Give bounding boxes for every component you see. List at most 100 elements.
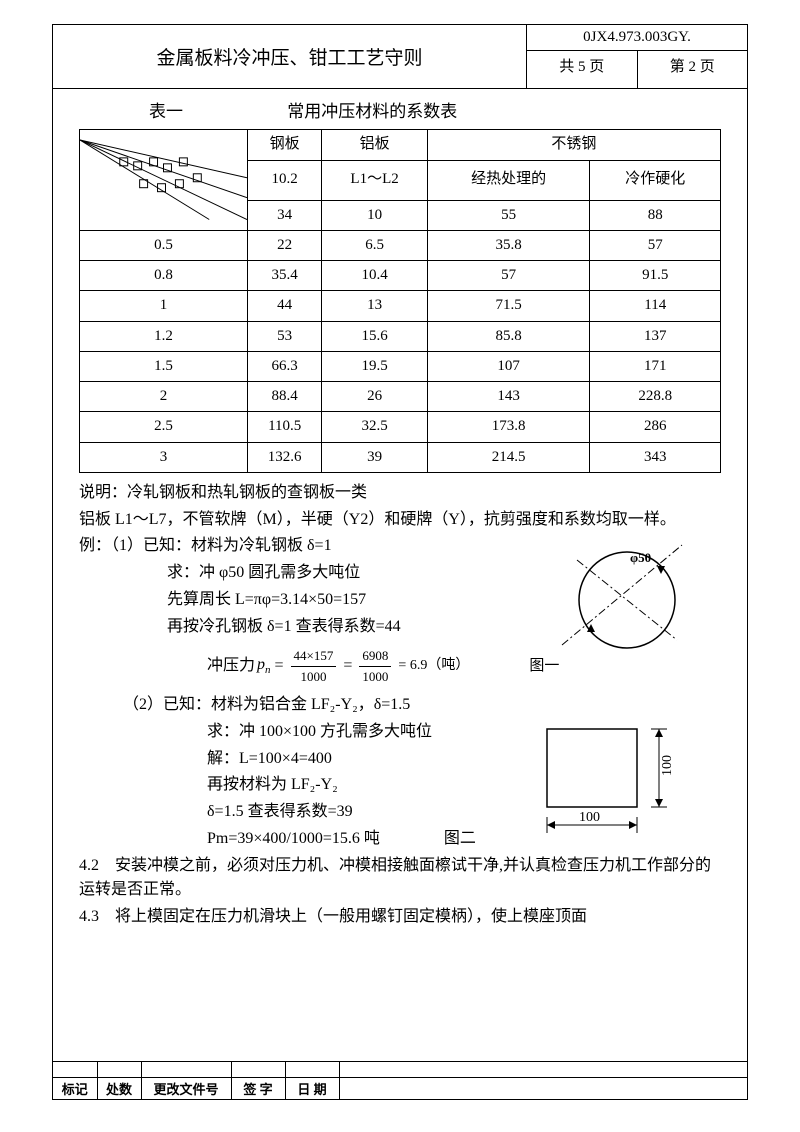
col-header: 经热处理的 bbox=[427, 160, 590, 200]
footer-label: 日 期 bbox=[285, 1077, 339, 1099]
footer-label: 签 字 bbox=[231, 1077, 285, 1099]
footer-label: 更改文件号 bbox=[141, 1077, 231, 1099]
note-text: 说明：冷轧钢板和热轧钢板的查钢板一类 bbox=[79, 481, 721, 506]
svg-text:100: 100 bbox=[579, 810, 600, 825]
page-frame: 金属板料冷冲压、钳工工艺守则 0JX4.973.003GY. 共 5 页 第 2… bbox=[52, 24, 748, 1100]
table-cell: 26 bbox=[322, 382, 428, 412]
footer-label-row: 标记 处数 更改文件号 签 字 日 期 bbox=[53, 1077, 747, 1099]
table-cell: 57 bbox=[427, 261, 590, 291]
col-header: L1～L2 bbox=[322, 160, 428, 200]
col-header: 10 bbox=[322, 200, 428, 230]
table-cell: 15.6 bbox=[322, 321, 428, 351]
table-cell: 286 bbox=[590, 412, 721, 442]
table-header-row-1: 钢板 铝板 不锈钢 bbox=[80, 130, 721, 160]
fig2-label: 图二 bbox=[444, 830, 476, 847]
equals-sign: = bbox=[343, 654, 352, 679]
formula-label: 冲压力 bbox=[207, 654, 255, 679]
page-total: 共 5 页 bbox=[527, 51, 638, 88]
caption-right: 常用冲压材料的系数表 bbox=[287, 99, 457, 125]
doc-code: 0JX4.973.003GY. bbox=[527, 25, 747, 51]
table-cell: 22 bbox=[248, 230, 322, 260]
equals-sign: = bbox=[275, 654, 284, 679]
footer-cell bbox=[339, 1077, 747, 1099]
col-header: 铝板 bbox=[322, 130, 428, 160]
table-cell: 107 bbox=[427, 351, 590, 381]
table-body: 0.5226.535.8570.835.410.45791.51441371.5… bbox=[80, 230, 721, 472]
footer-cell bbox=[339, 1061, 747, 1077]
table-cell: 66.3 bbox=[248, 351, 322, 381]
table-cell: 44 bbox=[248, 291, 322, 321]
col-header: 不锈钢 bbox=[427, 130, 720, 160]
table-row: 0.835.410.45791.5 bbox=[80, 261, 721, 291]
table-corner-cell bbox=[80, 130, 248, 231]
col-header: 10.2 bbox=[248, 160, 322, 200]
table-cell: 32.5 bbox=[322, 412, 428, 442]
header-row: 金属板料冷冲压、钳工工艺守则 0JX4.973.003GY. 共 5 页 第 2… bbox=[53, 25, 747, 89]
footer-cell bbox=[285, 1061, 339, 1077]
footer-blank-row bbox=[53, 1061, 747, 1077]
table-cell: 1.2 bbox=[80, 321, 248, 351]
table-row: 3132.639214.5343 bbox=[80, 442, 721, 472]
col-header: 34 bbox=[248, 200, 322, 230]
section-4-3: 4.3 将上模固定在压力机滑块上（一般用螺钉固定模柄），使上模座顶面 bbox=[79, 905, 721, 930]
table-cell: 2 bbox=[80, 382, 248, 412]
col-header: 钢板 bbox=[248, 130, 322, 160]
table-cell: 228.8 bbox=[590, 382, 721, 412]
table-cell: 53 bbox=[248, 321, 322, 351]
footer-cell bbox=[141, 1061, 231, 1077]
svg-text:100: 100 bbox=[660, 755, 675, 776]
table-cell: 132.6 bbox=[248, 442, 322, 472]
table-cell: 171 bbox=[590, 351, 721, 381]
corner-diagram-icon bbox=[80, 130, 247, 230]
footer-cell bbox=[53, 1061, 97, 1077]
footer-cell bbox=[97, 1061, 141, 1077]
page-current: 第 2 页 bbox=[638, 51, 748, 88]
footer-table: 标记 处数 更改文件号 签 字 日 期 bbox=[53, 1061, 747, 1100]
table-cell: 1 bbox=[80, 291, 248, 321]
table-cell: 343 bbox=[590, 442, 721, 472]
header-right: 0JX4.973.003GY. 共 5 页 第 2 页 bbox=[527, 25, 747, 88]
table-cell: 110.5 bbox=[248, 412, 322, 442]
rect-diagram-icon: 100 100 bbox=[539, 721, 689, 841]
section-4-2: 4.2 安装冲模之前，必须对压力机、冲模相接触面檫试干净,并认真检查压力机工作部… bbox=[79, 854, 721, 904]
table-cell: 214.5 bbox=[427, 442, 590, 472]
alu-note-text: 铝板 L1～L7，不管软牌（M），半硬（Y2）和硬牌（Y），抗剪强度和系数均取一… bbox=[79, 508, 721, 533]
formula-result: = 6.9（吨） bbox=[398, 655, 469, 677]
coefficient-table: 钢板 铝板 不锈钢 10.2 L1～L2 经热处理的 冷作硬化 34 10 55… bbox=[79, 129, 721, 473]
table-cell: 3 bbox=[80, 442, 248, 472]
circle-diagram-icon: φ50 bbox=[557, 530, 687, 660]
fraction-1: 44×157 1000 bbox=[291, 646, 337, 687]
table-row: 288.426143228.8 bbox=[80, 382, 721, 412]
table-row: 2.5110.532.5173.8286 bbox=[80, 412, 721, 442]
table-row: 0.5226.535.857 bbox=[80, 230, 721, 260]
table-row: 1.566.319.5107171 bbox=[80, 351, 721, 381]
table-cell: 85.8 bbox=[427, 321, 590, 351]
table-cell: 71.5 bbox=[427, 291, 590, 321]
page-info: 共 5 页 第 2 页 bbox=[527, 51, 747, 88]
svg-text:φ50: φ50 bbox=[630, 550, 651, 565]
table-cell: 13 bbox=[322, 291, 428, 321]
caption-left: 表一 bbox=[149, 102, 183, 121]
table-cell: 0.5 bbox=[80, 230, 248, 260]
table-row: 1441371.5114 bbox=[80, 291, 721, 321]
example2-line1: （2）已知：材料为铝合金 LF₂-Y₂，δ=1.5 bbox=[79, 693, 721, 718]
table-cell: 10.4 bbox=[322, 261, 428, 291]
formula-var: pn bbox=[257, 653, 271, 679]
table-cell: 35.8 bbox=[427, 230, 590, 260]
table-cell: 114 bbox=[590, 291, 721, 321]
fig1-label: 图一 bbox=[529, 655, 559, 678]
col-header: 冷作硬化 bbox=[590, 160, 721, 200]
table-cell: 19.5 bbox=[322, 351, 428, 381]
col-header: 88 bbox=[590, 200, 721, 230]
table-cell: 88.4 bbox=[248, 382, 322, 412]
fraction-2: 6908 1000 bbox=[359, 646, 391, 687]
table-caption: 表一 常用冲压材料的系数表 bbox=[79, 99, 721, 125]
table-cell: 91.5 bbox=[590, 261, 721, 291]
table-cell: 6.5 bbox=[322, 230, 428, 260]
footer-label: 标记 bbox=[53, 1077, 97, 1099]
table-cell: 39 bbox=[322, 442, 428, 472]
table-cell: 35.4 bbox=[248, 261, 322, 291]
table-cell: 173.8 bbox=[427, 412, 590, 442]
table-row: 1.25315.685.8137 bbox=[80, 321, 721, 351]
table-cell: 0.8 bbox=[80, 261, 248, 291]
